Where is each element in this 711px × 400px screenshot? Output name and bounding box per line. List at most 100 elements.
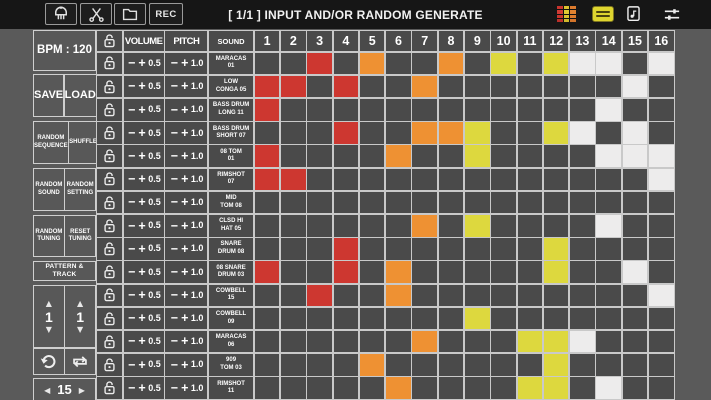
step-cell-r6-c15[interactable] (622, 168, 648, 191)
step-cell-r10-c14[interactable] (596, 261, 621, 283)
pitch-increase-button[interactable]: + (181, 264, 189, 279)
step-column-header-11[interactable]: 11 (517, 31, 543, 51)
step-cell-r14-c7[interactable] (412, 354, 438, 376)
brush-button[interactable] (45, 3, 77, 25)
step-cell-r9-c12[interactable] (543, 238, 569, 260)
track-1-sound-name[interactable]: MARACAS 01 (209, 52, 254, 75)
step-cell-r14-c10[interactable] (491, 354, 516, 376)
step-cell-r15-c1[interactable] (254, 377, 280, 399)
step-cell-r7-c12[interactable] (543, 191, 569, 214)
step-cell-r15-c5[interactable] (359, 377, 385, 399)
pitch-decrease-button[interactable]: − (170, 172, 179, 187)
step-cell-r12-c3[interactable] (307, 307, 332, 330)
step-column-header-15[interactable]: 15 (622, 31, 648, 51)
step-cell-r1-c5[interactable] (359, 52, 385, 75)
step-cell-r12-c10[interactable] (491, 307, 516, 330)
step-cell-r5-c7[interactable] (412, 145, 438, 167)
step-cell-r2-c6[interactable] (386, 75, 411, 98)
pitch-increase-button[interactable]: + (181, 56, 189, 71)
step-cell-r9-c2[interactable] (281, 238, 306, 260)
step-cell-r7-c1[interactable] (254, 191, 280, 214)
track-10-lock-toggle[interactable] (97, 261, 122, 283)
track-9-lock-toggle[interactable] (97, 238, 122, 260)
step-cell-r12-c8[interactable] (438, 307, 464, 330)
step-cell-r1-c16[interactable] (648, 52, 674, 75)
step-column-header-16[interactable]: 16 (648, 31, 674, 51)
step-cell-r3-c11[interactable] (517, 99, 543, 121)
step-cell-r15-c14[interactable] (596, 377, 621, 399)
volume-decrease-button[interactable]: − (128, 288, 136, 303)
step-cell-r7-c6[interactable] (386, 191, 411, 214)
step-cell-r2-c15[interactable] (622, 75, 648, 98)
step-cell-r7-c14[interactable] (596, 191, 621, 214)
track-15-lock-toggle[interactable] (97, 377, 122, 399)
step-cell-r13-c4[interactable] (333, 330, 359, 353)
track-2-sound-name[interactable]: LOW CONGA 05 (209, 75, 254, 98)
step-cell-r5-c6[interactable] (386, 145, 411, 167)
volume-increase-button[interactable]: + (138, 241, 146, 256)
step-cell-r14-c16[interactable] (648, 354, 674, 376)
step-cell-r12-c11[interactable] (517, 307, 543, 330)
volume-increase-button[interactable]: + (138, 264, 146, 279)
step-cell-r6-c13[interactable] (570, 168, 595, 191)
step-cell-r6-c1[interactable] (254, 168, 280, 191)
step-cell-r3-c15[interactable] (622, 99, 648, 121)
step-column-header-4[interactable]: 4 (333, 31, 359, 51)
step-cell-r13-c2[interactable] (281, 330, 306, 353)
step-cell-r13-c16[interactable] (648, 330, 674, 353)
step-cell-r1-c10[interactable] (491, 52, 516, 75)
step-column-header-5[interactable]: 5 (359, 31, 385, 51)
track-down-button[interactable]: ▼ (77, 324, 84, 334)
pitch-decrease-button[interactable]: − (170, 357, 179, 372)
volume-increase-button[interactable]: + (138, 357, 146, 372)
step-cell-r6-c7[interactable] (412, 168, 438, 191)
step-cell-r3-c6[interactable] (386, 99, 411, 121)
step-cell-r1-c6[interactable] (386, 52, 411, 75)
volume-increase-button[interactable]: + (138, 218, 146, 233)
step-cell-r10-c15[interactable] (622, 261, 648, 283)
folder-button[interactable] (114, 3, 146, 25)
step-cell-r10-c9[interactable] (465, 261, 490, 283)
step-cell-r10-c8[interactable] (438, 261, 464, 283)
step-cell-r7-c10[interactable] (491, 191, 516, 214)
step-cell-r9-c3[interactable] (307, 238, 332, 260)
step-cell-r8-c4[interactable] (333, 215, 359, 237)
track-10-sound-name[interactable]: 08 SNARE DRUM 03 (209, 261, 254, 283)
step-cell-r10-c6[interactable] (386, 261, 411, 283)
step-cell-r3-c10[interactable] (491, 99, 516, 121)
step-cell-r9-c9[interactable] (465, 238, 490, 260)
step-cell-r5-c15[interactable] (622, 145, 648, 167)
step-cell-r6-c8[interactable] (438, 168, 464, 191)
volume-decrease-button[interactable]: − (128, 125, 136, 140)
step-cell-r6-c2[interactable] (281, 168, 306, 191)
step-cell-r9-c14[interactable] (596, 238, 621, 260)
step-cell-r9-c1[interactable] (254, 238, 280, 260)
page-prev-button[interactable]: ◀ (44, 385, 51, 395)
pitch-increase-button[interactable]: + (181, 172, 189, 187)
step-cell-r6-c11[interactable] (517, 168, 543, 191)
step-cell-r14-c13[interactable] (570, 354, 595, 376)
step-cell-r7-c8[interactable] (438, 191, 464, 214)
step-cell-r5-c10[interactable] (491, 145, 516, 167)
volume-increase-button[interactable]: + (138, 288, 146, 303)
step-cell-r9-c5[interactable] (359, 238, 385, 260)
step-cell-r5-c14[interactable] (596, 145, 621, 167)
step-cell-r7-c16[interactable] (648, 191, 674, 214)
step-cell-r11-c7[interactable] (412, 284, 438, 307)
step-cell-r2-c1[interactable] (254, 75, 280, 98)
track-6-lock-toggle[interactable] (97, 168, 122, 191)
step-cell-r5-c9[interactable] (465, 145, 490, 167)
track-9-sound-name[interactable]: SNARE DRUM 08 (209, 238, 254, 260)
random-sound-button[interactable]: RANDOM SOUND (34, 169, 64, 210)
step-cell-r8-c15[interactable] (622, 215, 648, 237)
step-cell-r2-c8[interactable] (438, 75, 464, 98)
step-cell-r7-c3[interactable] (307, 191, 332, 214)
swing-icon[interactable] (592, 6, 614, 22)
loop-button[interactable] (65, 348, 95, 374)
step-cell-r6-c5[interactable] (359, 168, 385, 191)
step-cell-r11-c12[interactable] (543, 284, 569, 307)
volume-increase-button[interactable]: + (138, 102, 146, 117)
step-cell-r5-c11[interactable] (517, 145, 543, 167)
step-column-header-7[interactable]: 7 (412, 31, 438, 51)
record-button[interactable]: REC (149, 3, 183, 25)
